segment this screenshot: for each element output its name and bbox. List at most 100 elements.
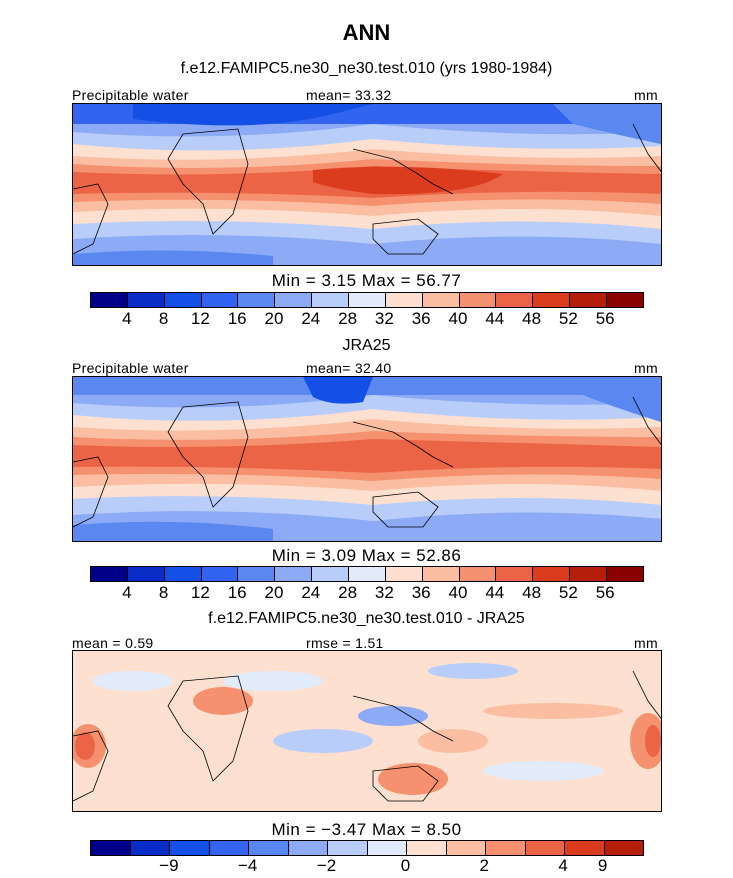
panel2-map: [72, 376, 662, 542]
cbar-swatch: [607, 567, 643, 581]
cbar-swatch: [275, 567, 313, 581]
cbar-tick-label: 8: [158, 309, 169, 328]
cbar-tick-label: 2: [479, 856, 490, 875]
panel1-map: [72, 103, 662, 266]
panel2-minmax: Min = 3.09 Max = 52.86: [271, 546, 462, 565]
panel1-units-label: mm: [634, 87, 658, 103]
cbar-tick-label: 0: [400, 856, 411, 875]
cbar-swatch: [91, 293, 128, 307]
cbar-tick-label: 24: [301, 583, 321, 602]
cbar-tick-label: 40: [448, 309, 468, 328]
panel3-title: f.e12.FAMIPC5.ne30_ne30.test.010 - JRA25: [208, 610, 525, 627]
panel3-units-label: mm: [634, 635, 658, 651]
cbar-swatch: [238, 293, 276, 307]
cbar-swatch: [385, 293, 423, 307]
panel2-mean-label: mean= 32.40: [306, 360, 392, 376]
cbar-tick-label: −9: [159, 856, 179, 875]
cbar-swatch: [275, 293, 313, 307]
cbar-swatch: [459, 567, 497, 581]
cbar-swatch: [127, 567, 165, 581]
panel3-minmax: Min = −3.47 Max = 8.50: [271, 820, 462, 839]
cbar-tick-label: 36: [411, 309, 431, 328]
cbar-tick-label: 28: [338, 583, 358, 602]
panel1-colorbar-labels: 4 8 12 16 20 24 28 32 36 40 44 48 52 56: [90, 309, 642, 329]
panel2-colorbar: [90, 566, 644, 582]
cbar-swatch: [164, 293, 202, 307]
panel1-minmax: Min = 3.15 Max = 56.77: [271, 271, 462, 290]
panel1-mean-label: mean= 33.32: [306, 87, 392, 103]
cbar-tick-label: 28: [338, 309, 358, 328]
panel2-title: JRA25: [342, 337, 391, 354]
cbar-tick-label: 44: [485, 309, 505, 328]
cbar-swatch: [91, 567, 128, 581]
cbar-swatch: [91, 841, 131, 855]
cbar-swatch: [209, 841, 249, 855]
cbar-swatch: [349, 567, 386, 581]
cbar-swatch: [407, 841, 447, 855]
cbar-tick-label: 4: [122, 583, 132, 602]
cbar-tick-label: 16: [227, 583, 247, 602]
cbar-swatch: [533, 567, 571, 581]
panel1-left-label: Precipitable water: [72, 87, 189, 103]
cbar-tick-label: 12: [190, 583, 210, 602]
cbar-swatch: [533, 293, 571, 307]
cbar-tick-label: 36: [411, 583, 431, 602]
cbar-swatch: [349, 293, 386, 307]
cbar-swatch: [312, 293, 350, 307]
cbar-swatch: [201, 293, 239, 307]
cbar-tick-label: 40: [448, 583, 468, 602]
cbar-tick-label: 48: [522, 309, 542, 328]
cbar-swatch: [385, 567, 423, 581]
cbar-swatch: [422, 567, 460, 581]
cbar-swatch: [525, 841, 565, 855]
cbar-swatch: [604, 841, 643, 855]
cbar-swatch: [486, 841, 526, 855]
cbar-tick-label: 8: [158, 583, 169, 602]
cbar-swatch: [127, 293, 165, 307]
cbar-swatch: [288, 841, 328, 855]
panel3-colorbar: [90, 840, 644, 856]
cbar-tick-label: 9: [597, 856, 608, 875]
cbar-swatch: [459, 293, 497, 307]
cbar-tick-label: 20: [264, 309, 284, 328]
cbar-tick-label: 56: [595, 583, 615, 602]
panel1-title: f.e12.FAMIPC5.ne30_ne30.test.010 (yrs 19…: [180, 60, 553, 77]
cbar-swatch: [170, 841, 210, 855]
cbar-swatch: [130, 841, 170, 855]
cbar-tick-label: 12: [190, 309, 210, 328]
cbar-tick-label: 24: [301, 309, 321, 328]
cbar-swatch: [238, 567, 276, 581]
panel2-colorbar-labels: 4 8 12 16 20 24 28 32 36 40 44 48 52 56: [90, 583, 642, 603]
cbar-tick-label: 4: [122, 309, 132, 328]
panel3-mean-label: mean = 0.59: [72, 635, 154, 651]
cbar-tick-label: 52: [558, 309, 578, 328]
cbar-swatch: [164, 567, 202, 581]
cbar-tick-label: 32: [374, 309, 394, 328]
cbar-swatch: [570, 567, 608, 581]
cbar-swatch: [607, 293, 643, 307]
cbar-swatch: [201, 567, 239, 581]
cbar-swatch: [496, 293, 534, 307]
panel3-colorbar-labels: −9 −4 −2 0 2 4 9: [90, 856, 642, 876]
cbar-swatch: [570, 293, 608, 307]
cbar-tick-label: 32: [374, 583, 394, 602]
cbar-swatch: [249, 841, 289, 855]
cbar-tick-label: 16: [227, 309, 247, 328]
cbar-tick-label: 4: [558, 856, 568, 875]
cbar-tick-label: −2: [316, 856, 337, 875]
cbar-tick-label: 56: [595, 309, 615, 328]
cbar-tick-label: 48: [522, 583, 542, 602]
cbar-swatch: [328, 841, 368, 855]
panel1-colorbar: [90, 292, 644, 308]
cbar-swatch: [367, 841, 407, 855]
panel2-left-label: Precipitable water: [72, 360, 189, 376]
cbar-tick-label: 44: [485, 583, 505, 602]
panel3-rmse-label: rmse = 1.51: [306, 635, 384, 651]
cbar-swatch: [496, 567, 534, 581]
cbar-swatch: [565, 841, 605, 855]
cbar-tick-label: 20: [264, 583, 284, 602]
cbar-tick-label: 52: [558, 583, 578, 602]
cbar-swatch: [312, 567, 350, 581]
cbar-tick-label: −4: [238, 856, 258, 875]
panel3-map: [72, 650, 662, 812]
